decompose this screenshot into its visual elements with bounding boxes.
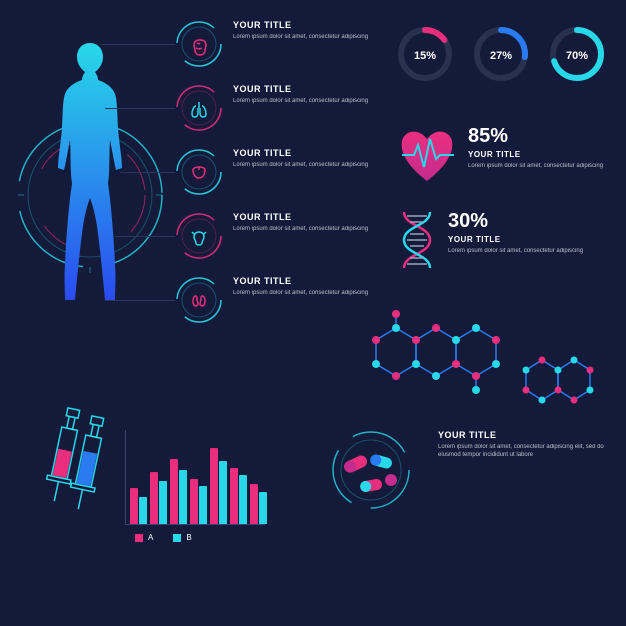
connector-line [105,300,175,301]
organ-desc: Lorem ipsum dolor sit amet, consectetur … [233,289,368,297]
bar-group [130,488,147,524]
organ-desc: Lorem ipsum dolor sit amet, consectetur … [233,225,368,233]
bar-group [170,459,187,524]
syringes-graphic [25,400,105,520]
liver-icon [175,148,223,196]
pills-title: YOUR TITLE [438,430,606,440]
connector-line [120,172,175,173]
bar [179,470,187,524]
organ-title: YOUR TITLE [233,212,368,222]
bar [250,484,258,524]
bar [170,459,178,524]
bar-group [190,479,207,524]
organ-title: YOUR TITLE [233,84,368,94]
kidneys-icon [175,276,223,324]
organ-desc: Lorem ipsum dolor sit amet, consectetur … [233,33,368,41]
organ-item-uterus: YOUR TITLE Lorem ipsum dolor sit amet, c… [175,212,385,260]
bar [130,488,138,524]
bar [239,475,247,524]
organ-title: YOUR TITLE [233,20,368,30]
bar [230,468,238,524]
donut-70: 70% [548,25,606,62]
bar-chart: AB [125,430,265,560]
organ-desc: Lorem ipsum dolor sit amet, consectetur … [233,97,368,105]
legend-swatch [135,534,143,542]
uterus-icon [175,212,223,260]
legend-item: A [135,533,153,542]
donut-label: 15% [396,50,454,62]
heart-stat-block: 85% YOUR TITLE Lorem ipsum dolor sit ame… [396,125,606,187]
bar [210,448,218,525]
organ-desc: Lorem ipsum dolor sit amet, consectetur … [233,161,368,169]
donut-27: 27% [472,25,530,62]
organ-item-list: YOUR TITLE Lorem ipsum dolor sit amet, c… [175,20,385,340]
pills-section: YOUR TITLE Lorem ipsum dolor sit amet, c… [316,430,606,510]
bar-group [210,448,227,525]
donut-label: 27% [472,50,530,62]
lungs-icon [175,84,223,132]
organ-title: YOUR TITLE [233,276,368,286]
dna-icon [396,210,438,270]
bar [159,481,167,524]
organ-item-brain: YOUR TITLE Lorem ipsum dolor sit amet, c… [175,20,385,68]
bar [259,492,267,524]
connector-line [100,44,175,45]
pills-desc: Lorem ipsum dolor sit amet, consectetur … [438,443,606,460]
molecule-diagram [346,300,606,420]
bar [219,461,227,524]
bar-chart-bars [125,430,265,525]
donut-charts-row: 15% 27% 70% [396,25,606,62]
heart-desc: Lorem ipsum dolor sit amet, consectetur … [468,162,603,170]
bar-group [150,472,167,524]
bar [139,497,147,524]
dna-stat-block: 30% YOUR TITLE Lorem ipsum dolor sit ame… [396,210,606,270]
connector-line [105,108,175,109]
organ-item-liver: YOUR TITLE Lorem ipsum dolor sit amet, c… [175,148,385,196]
legend-label: A [148,533,153,542]
pills-icon [316,430,426,510]
organ-title: YOUR TITLE [233,148,368,158]
bar [199,486,207,524]
heart-icon [396,125,458,187]
dna-title: YOUR TITLE [448,235,583,244]
heart-title: YOUR TITLE [468,150,603,159]
bar-chart-legend: AB [135,533,265,542]
bar-group [250,484,267,524]
legend-swatch [173,534,181,542]
connector-line [115,236,175,237]
brain-icon [175,20,223,68]
bar-group [230,468,247,524]
legend-item: B [173,533,191,542]
legend-label: B [186,533,191,542]
human-body-figure [15,25,165,365]
dna-percent: 30% [448,210,583,233]
bar [190,479,198,524]
organ-item-lungs: YOUR TITLE Lorem ipsum dolor sit amet, c… [175,84,385,132]
heart-percent: 85% [468,125,603,148]
donut-label: 70% [548,50,606,62]
dna-desc: Lorem ipsum dolor sit amet, consectetur … [448,247,583,255]
bar [150,472,158,524]
donut-15: 15% [396,25,454,62]
